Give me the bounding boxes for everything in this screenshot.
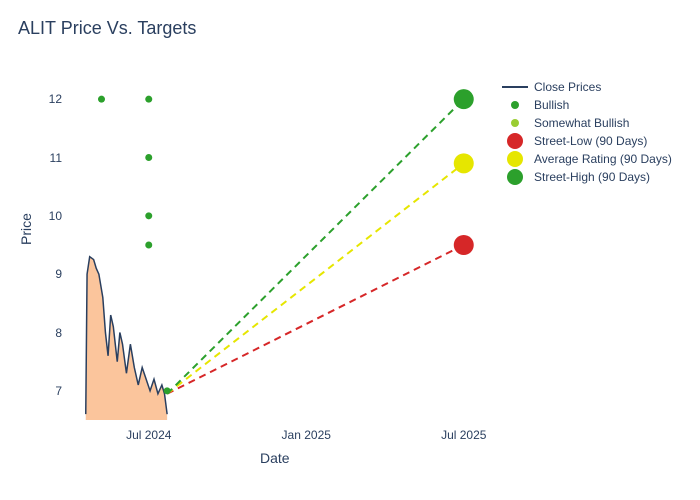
area-fill [86, 257, 167, 420]
y-tick: 7 [55, 384, 62, 398]
y-tick: 11 [50, 151, 62, 165]
target-avg-line [167, 163, 464, 393]
bullish-point [145, 212, 152, 219]
bullish-point [145, 96, 152, 103]
bullish-point [164, 387, 171, 394]
legend-marker [500, 119, 530, 127]
chart-container: ALIT Price Vs. Targets Price Date 789101… [0, 0, 700, 500]
legend-item[interactable]: Somewhat Bullish [500, 114, 672, 132]
target-low-line [167, 245, 464, 394]
x-tick: Jan 2025 [282, 428, 331, 442]
legend-marker [500, 169, 530, 185]
legend-marker [500, 133, 530, 149]
legend-label: Street-Low (90 Days) [534, 134, 647, 148]
legend-marker [500, 101, 530, 109]
legend-label: Street-High (90 Days) [534, 170, 650, 184]
bullish-point [98, 96, 105, 103]
y-tick: 12 [49, 92, 62, 106]
street-low-marker [454, 235, 474, 255]
y-tick: 9 [55, 267, 62, 281]
target-high-line [167, 99, 464, 394]
street-high-marker [454, 89, 474, 109]
chart-svg [70, 70, 490, 420]
bullish-point [145, 154, 152, 161]
legend-marker [500, 151, 530, 167]
legend-item[interactable]: Average Rating (90 Days) [500, 150, 672, 168]
x-tick: Jul 2024 [126, 428, 171, 442]
legend-item[interactable]: Close Prices [500, 78, 672, 96]
y-axis-label: Price [18, 213, 34, 245]
legend: Close Prices Bullish Somewhat Bullish Stree… [500, 78, 672, 186]
legend-item[interactable]: Street-High (90 Days) [500, 168, 672, 186]
legend-label: Somewhat Bullish [534, 116, 629, 130]
legend-marker [500, 86, 530, 88]
x-tick: Jul 2025 [441, 428, 486, 442]
legend-item[interactable]: Street-Low (90 Days) [500, 132, 672, 150]
legend-label: Close Prices [534, 80, 601, 94]
legend-label: Bullish [534, 98, 569, 112]
chart-title: ALIT Price Vs. Targets [18, 18, 196, 39]
y-tick: 8 [55, 326, 62, 340]
y-tick: 10 [49, 209, 62, 223]
plot-area: 789101112Jul 2024Jan 2025Jul 2025 [70, 70, 490, 420]
x-axis-label: Date [260, 450, 290, 466]
legend-label: Average Rating (90 Days) [534, 152, 672, 166]
legend-item[interactable]: Bullish [500, 96, 672, 114]
bullish-point [145, 242, 152, 249]
average-marker [454, 153, 474, 173]
